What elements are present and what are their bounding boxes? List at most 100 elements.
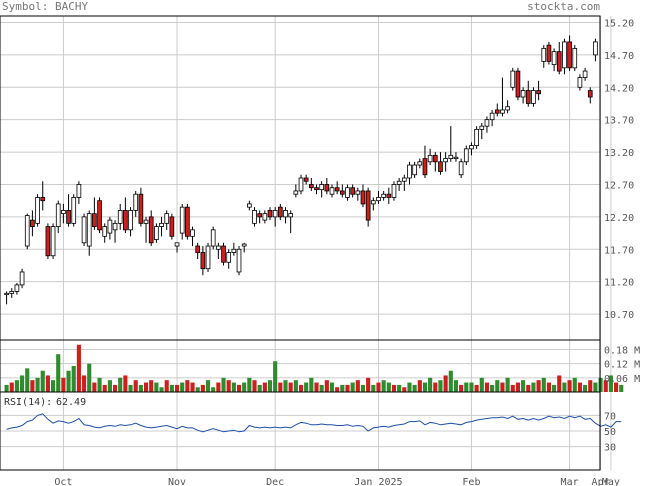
price-tick-label: 12.20 bbox=[604, 213, 634, 224]
candle-body bbox=[143, 219, 149, 224]
candle-body bbox=[572, 48, 578, 69]
candle-body bbox=[102, 226, 108, 237]
candle-body bbox=[164, 213, 170, 224]
volume-bar bbox=[61, 377, 66, 392]
volume-bar bbox=[45, 375, 50, 392]
volume-bar bbox=[495, 380, 500, 392]
volume-bar bbox=[273, 361, 278, 392]
candle-body bbox=[531, 90, 536, 104]
rsi-tick-label: 30 bbox=[604, 443, 616, 454]
candle-body bbox=[231, 248, 237, 253]
candle-body bbox=[386, 193, 392, 198]
volume-bar bbox=[552, 384, 557, 392]
volume-tick-label: 0.06 M bbox=[604, 374, 640, 385]
volume-bar bbox=[391, 384, 397, 392]
candle-body bbox=[339, 190, 345, 195]
price-tick-label: 14.70 bbox=[604, 51, 634, 62]
candle-body bbox=[365, 190, 371, 221]
candle-body bbox=[546, 44, 552, 62]
candle-body bbox=[582, 70, 588, 78]
candle-body bbox=[417, 161, 423, 166]
candle-body bbox=[494, 109, 500, 114]
candle-body bbox=[551, 51, 557, 65]
volume-bar bbox=[257, 384, 262, 392]
candle-body bbox=[587, 90, 593, 98]
candle-body bbox=[293, 190, 299, 195]
volume-bar bbox=[236, 384, 242, 392]
volume-bar bbox=[546, 382, 551, 392]
candle-body bbox=[66, 209, 71, 224]
candle-body bbox=[4, 292, 9, 296]
volume-bar bbox=[531, 382, 536, 392]
volume-bar bbox=[149, 380, 154, 392]
time-tick-label: Jan 2025 bbox=[354, 477, 402, 486]
candle-body bbox=[247, 203, 252, 208]
candle-body bbox=[407, 164, 412, 179]
volume-bar bbox=[490, 384, 495, 392]
volume-bar bbox=[510, 384, 515, 392]
time-tick-label: Feb bbox=[462, 477, 480, 486]
volume-bar bbox=[557, 375, 562, 392]
volume-bar bbox=[536, 380, 541, 392]
candle-body bbox=[55, 203, 61, 227]
rsi-panel-frame bbox=[0, 391, 601, 471]
time-tick-label: Nov bbox=[168, 477, 186, 486]
volume-bar bbox=[505, 377, 510, 392]
volume-bar bbox=[329, 382, 335, 392]
candle-body bbox=[267, 209, 273, 218]
volume-bar bbox=[453, 380, 459, 392]
candle-body bbox=[154, 226, 159, 240]
candle-body bbox=[262, 213, 268, 221]
candle-body bbox=[324, 184, 330, 192]
volume-bar bbox=[81, 375, 87, 392]
candle-body bbox=[190, 229, 195, 237]
volume-bar bbox=[221, 377, 226, 392]
candle-body bbox=[329, 187, 335, 195]
volume-bar bbox=[66, 370, 71, 392]
volume-bar bbox=[376, 382, 381, 392]
volume-bar bbox=[469, 382, 474, 392]
volume-bar bbox=[619, 384, 624, 392]
volume-bar bbox=[190, 382, 195, 392]
candle-body bbox=[360, 190, 366, 205]
volume-bar bbox=[598, 377, 603, 392]
volume-bar bbox=[314, 382, 319, 392]
candle-body bbox=[432, 154, 438, 163]
volume-bar bbox=[608, 375, 613, 392]
volume-bar bbox=[433, 382, 438, 392]
candle-body bbox=[334, 187, 340, 192]
volume-bar bbox=[242, 382, 247, 392]
volume-tick-label: 0.18 M bbox=[604, 345, 640, 356]
volume-bar bbox=[593, 382, 598, 392]
candle-body bbox=[236, 248, 242, 273]
volume-bar bbox=[4, 384, 9, 392]
volume-bar bbox=[9, 382, 14, 392]
price-tick-label: 13.20 bbox=[604, 148, 634, 159]
volume-bar bbox=[360, 384, 366, 392]
candle-body bbox=[453, 156, 459, 159]
candle-body bbox=[303, 177, 309, 182]
candle-body bbox=[252, 209, 257, 224]
volume-bar bbox=[515, 382, 521, 392]
candle-body bbox=[278, 206, 283, 218]
candle-body bbox=[257, 213, 263, 218]
candle-body bbox=[308, 184, 314, 189]
volume-bar bbox=[252, 380, 257, 392]
volume-bar bbox=[402, 387, 407, 392]
volume-bar bbox=[350, 382, 355, 392]
candle-body bbox=[9, 290, 15, 294]
rsi-value: 62.49 bbox=[56, 397, 86, 408]
volume-bar bbox=[133, 380, 138, 392]
candle-body bbox=[45, 226, 51, 257]
volume-bar bbox=[603, 380, 608, 392]
volume-bar bbox=[107, 380, 112, 392]
volume-bar bbox=[211, 387, 216, 392]
volume-bar bbox=[56, 354, 61, 392]
volume-bar bbox=[30, 380, 35, 392]
candle-body bbox=[210, 229, 216, 247]
volume-bar bbox=[216, 382, 221, 392]
volume-bar bbox=[278, 382, 283, 392]
candle-body bbox=[24, 215, 30, 247]
volume-bar bbox=[459, 384, 464, 392]
